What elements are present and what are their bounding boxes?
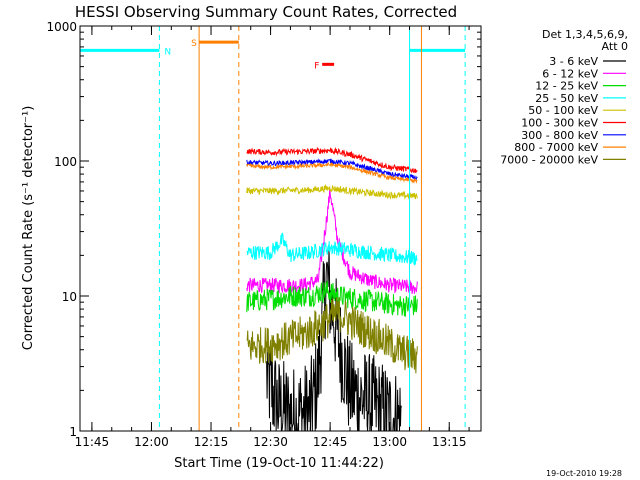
flag-n-label: N	[164, 47, 171, 57]
x-tick-label: 11:45	[75, 435, 110, 449]
x-axis-label: Start Time (19-Oct-10 11:44:22)	[174, 456, 384, 471]
plot-area: NSF 11:45 12:00 12:15 12:30 12:45 13:00 13:151…	[46, 20, 482, 449]
series-3-6-kev-line	[266, 247, 402, 432]
series-layer	[246, 146, 418, 432]
y-tick-label: 10	[62, 290, 77, 304]
series-100-300-kev-line	[246, 146, 418, 174]
footer-timestamp: 19-Oct-2010 19:28	[546, 469, 622, 478]
legend-label-800-7000-kev: 800 - 7000 keV	[514, 141, 598, 154]
flag-s-label: S	[191, 39, 197, 49]
x-tick-label: 13:00	[372, 435, 407, 449]
legend-label-50-100-kev: 50 - 100 keV	[528, 104, 598, 117]
legend-header-line: Att 0	[602, 40, 628, 53]
series-7000-20000-kev-line	[246, 297, 418, 374]
series-800-7000-kev-line	[246, 162, 418, 184]
series-50-100-kev-line	[246, 184, 418, 201]
x-tick-label: 12:30	[253, 435, 288, 449]
series-6-12-kev-line	[246, 187, 418, 294]
y-axis-label: Corrected Count Rate (s⁻¹ detector⁻¹)	[21, 106, 36, 351]
y-tick-label: 1000	[46, 20, 77, 34]
legend-label-100-300-kev: 100 - 300 keV	[521, 117, 598, 130]
legend-label-12-25-kev: 12 - 25 keV	[535, 80, 598, 93]
x-tick-label: 13:15	[432, 435, 467, 449]
legend-label-25-50-kev: 25 - 50 keV	[535, 92, 598, 105]
flag-f-label: F	[314, 61, 319, 71]
series-12-25-kev-line	[246, 280, 418, 317]
legend-label-3-6-kev: 3 - 6 keV	[549, 55, 598, 68]
legend-label-300-800-kev: 300 - 800 keV	[521, 129, 598, 142]
x-tick-label: 12:00	[134, 435, 169, 449]
y-tick-label: 1	[69, 425, 77, 439]
series-25-50-kev-line	[246, 232, 418, 266]
y-tick-label: 100	[54, 155, 77, 169]
x-tick-label: 12:15	[194, 435, 229, 449]
x-tick-label: 12:45	[313, 435, 348, 449]
flags-layer: N S F	[80, 39, 466, 71]
legend-label-6-12-kev: 6 - 12 keV	[542, 67, 598, 80]
legend-label-7000-20000-kev: 7000 - 20000 keV	[500, 153, 598, 166]
ticks-layer: 11:45 12:00 12:15 12:30 12:45 13:00 13:15 1 10 10…	[46, 20, 481, 449]
legend-header-line: Det 1,3,4,5,6,9,	[542, 28, 628, 41]
chart-title: HESSI Observing Summary Count Rates, Cor…	[75, 3, 457, 21]
plot-frame	[79, 25, 482, 432]
